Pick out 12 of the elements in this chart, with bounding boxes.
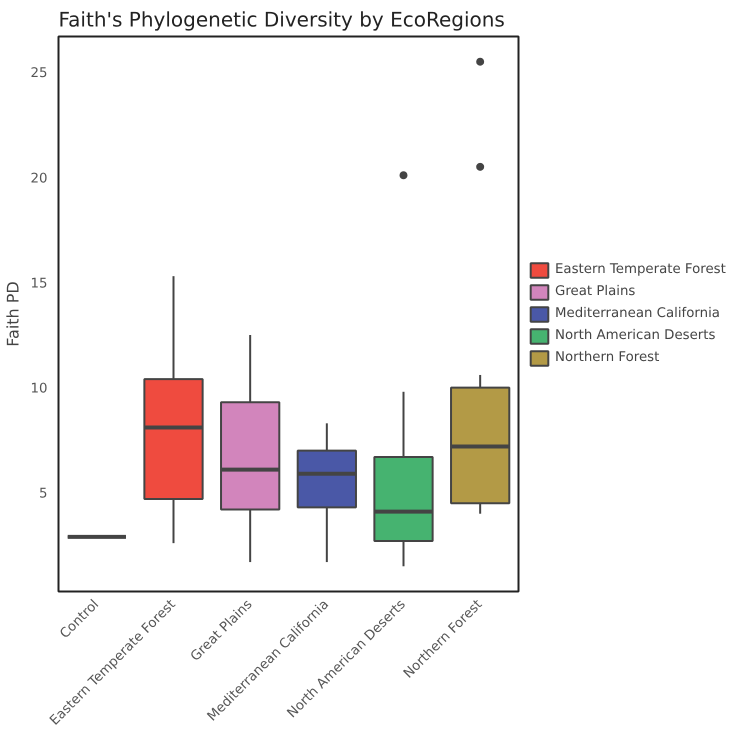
- legend-label: Great Plains: [555, 284, 636, 299]
- y-tick-label: 20: [30, 171, 48, 186]
- legend-label: Mediterranean California: [555, 306, 720, 321]
- legend-label: Eastern Temperate Forest: [555, 262, 726, 277]
- y-tick-label: 5: [39, 486, 48, 502]
- y-tick-label: 10: [30, 382, 48, 397]
- chart-title: Faith's Phylogenetic Diversity by EcoRegions: [58, 8, 505, 32]
- y-axis-title: Faith PD: [4, 281, 23, 347]
- legend-label: North American Deserts: [555, 328, 716, 343]
- y-tick-label: 25: [30, 66, 48, 82]
- y-tick-label: 15: [30, 276, 48, 292]
- legend-label: Northern Forest: [555, 350, 660, 365]
